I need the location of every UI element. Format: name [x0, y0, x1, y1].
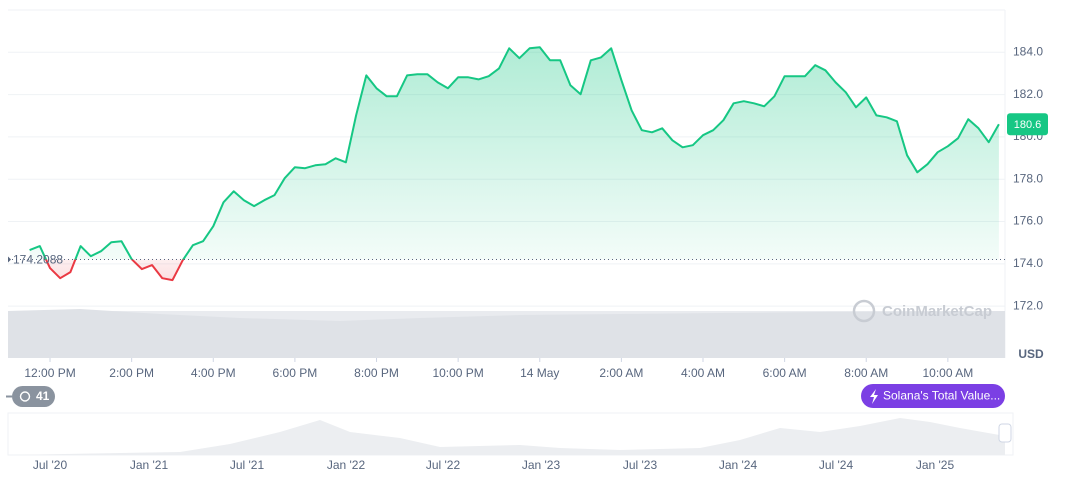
navigator-label: Jul '22	[426, 458, 461, 472]
x-tick-label: 8:00 AM	[844, 366, 888, 380]
area	[29, 47, 999, 281]
x-tick-label: 12:00 PM	[24, 366, 75, 380]
volume-shade	[8, 309, 1005, 358]
navigator-label: Jul '23	[623, 458, 658, 472]
navigator-label: Jul '20	[33, 458, 68, 472]
price-line	[29, 46, 1000, 282]
x-tick-label: 6:00 AM	[763, 366, 807, 380]
y-tick-label: 184.0	[1013, 44, 1043, 58]
x-tick-label: 6:00 PM	[273, 366, 318, 380]
navigator-handle[interactable]	[998, 423, 1012, 443]
baseline-label: 174.2088	[13, 253, 63, 267]
x-tick-label: 2:00 AM	[599, 366, 643, 380]
navigator-label: Jan '22	[327, 458, 366, 472]
x-tick-label: 14 May	[520, 366, 559, 380]
x-tick-label: 8:00 PM	[354, 366, 399, 380]
navigator-label: Jul '21	[230, 458, 265, 472]
events-pill[interactable]: 41	[6, 386, 55, 407]
y-tick-label: 172.0	[1013, 298, 1043, 312]
navigator-label: Jan '25	[916, 458, 955, 472]
y-tick-label: 174.0	[1013, 256, 1043, 270]
x-tick-label: 10:00 AM	[923, 366, 974, 380]
baseline-marker	[8, 256, 11, 263]
x-tick-label: 2:00 PM	[109, 366, 154, 380]
y-tick-label: 182.0	[1013, 87, 1043, 101]
events-count: 41	[36, 389, 50, 403]
currency-label: USD	[1018, 347, 1044, 361]
x-tick-label: 4:00 PM	[191, 366, 236, 380]
watermark: CoinMarketCap	[852, 299, 992, 323]
current-price-label: 180.6	[1014, 119, 1042, 131]
x-tick-label: 10:00 PM	[432, 366, 483, 380]
navigator-label: Jul '24	[819, 458, 854, 472]
promo-text: Solana's Total Value...	[883, 389, 1000, 403]
y-tick-label: 178.0	[1013, 171, 1043, 185]
current-price-badge	[1007, 113, 1048, 136]
watermark-text: CoinMarketCap	[882, 303, 992, 320]
x-tick-label: 4:00 AM	[681, 366, 725, 380]
navigator-label: Jan '23	[522, 458, 561, 472]
promo-pill[interactable]: Solana's Total Value...	[861, 384, 1005, 408]
navigator-label: Jan '24	[719, 458, 758, 472]
navigator-label: Jan '21	[130, 458, 169, 472]
navigator-area	[8, 418, 1005, 455]
y-tick-label: 176.0	[1013, 214, 1043, 228]
